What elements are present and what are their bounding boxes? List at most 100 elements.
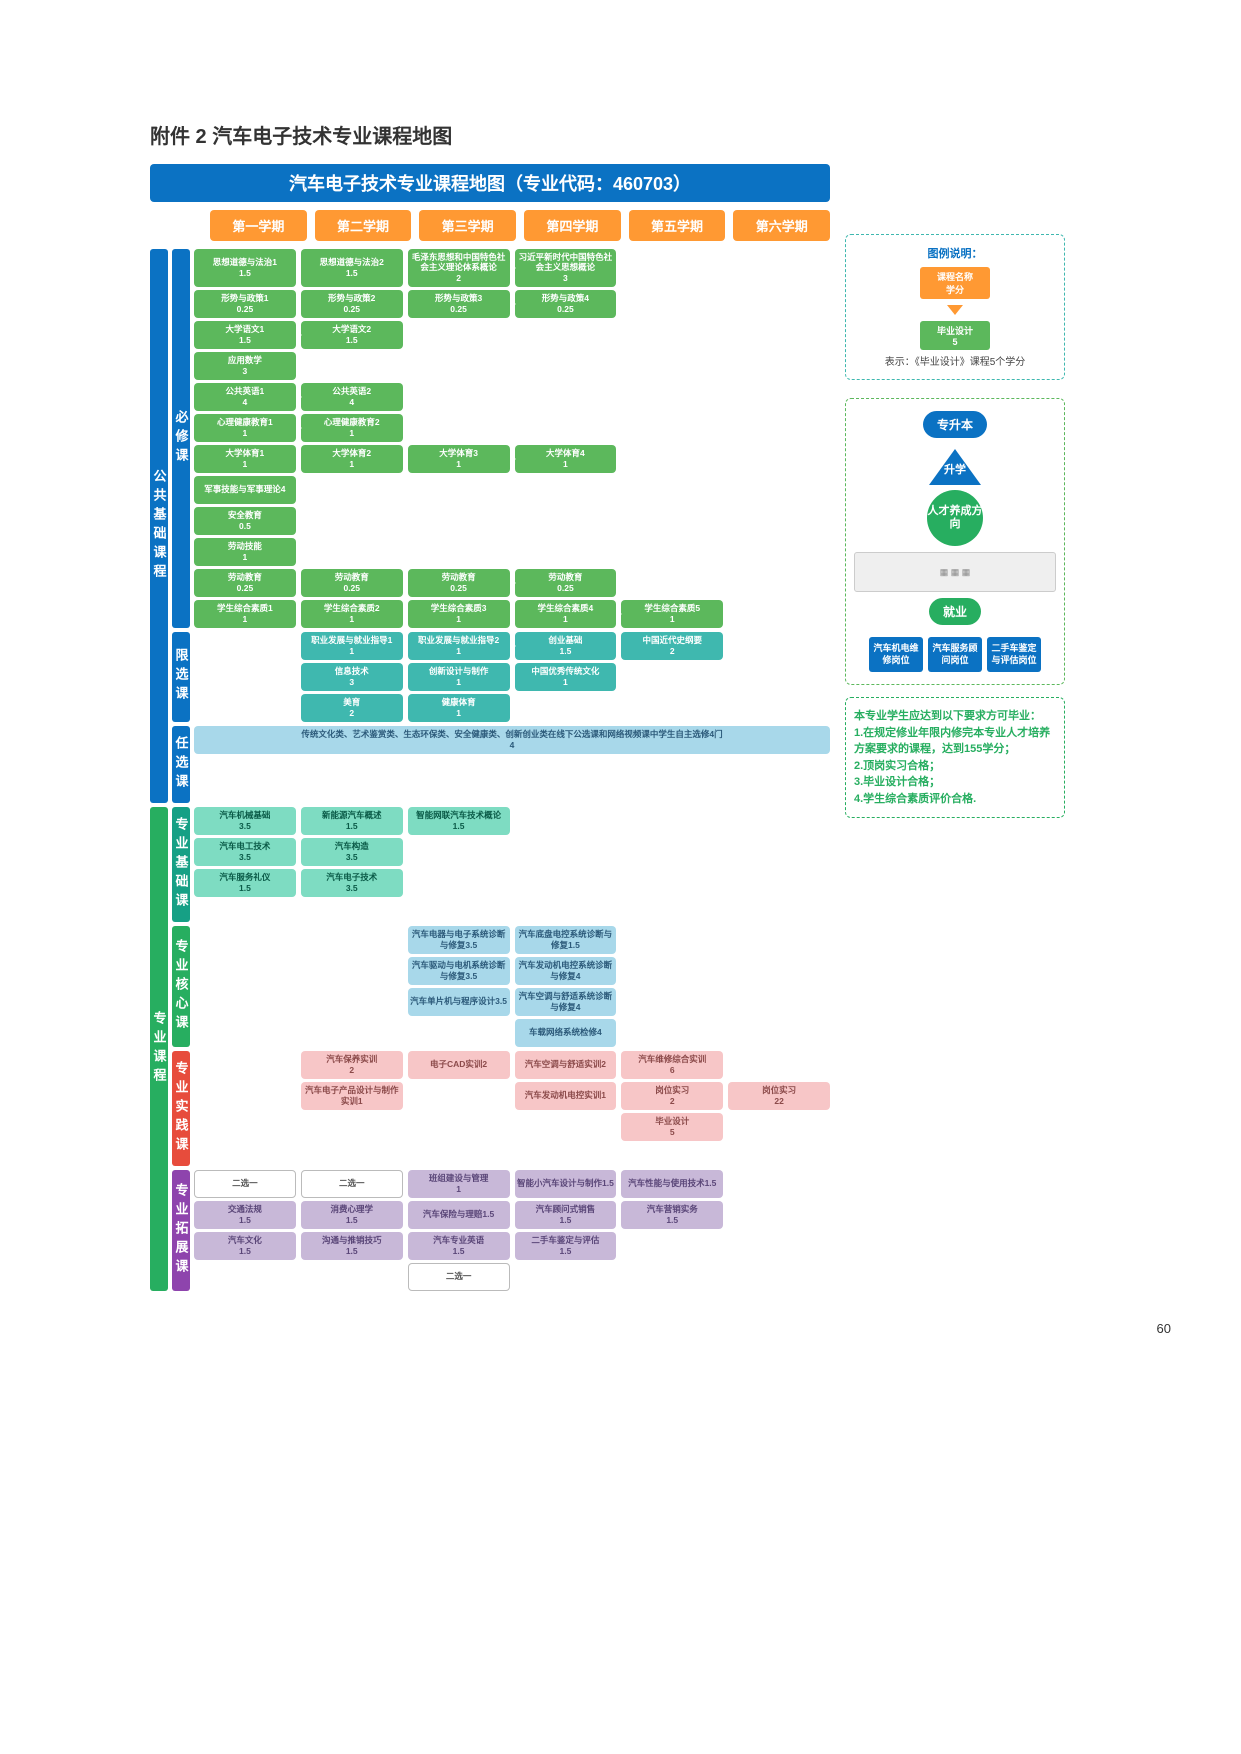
course-cell: 大学体育21: [301, 445, 403, 473]
semester-tab: 第五学期: [629, 210, 726, 241]
prof-basic-label: 专业基础课: [172, 807, 190, 922]
page-number: 60: [150, 1321, 1171, 1336]
legend-box: 图例说明： 课程名称学分 毕业设计5 表示：《毕业设计》课程5个学分: [845, 234, 1065, 380]
semester-tab: 第一学期: [210, 210, 307, 241]
course-cell: 大学体育41: [515, 445, 617, 473]
side-panel: 图例说明： 课程名称学分 毕业设计5 表示：《毕业设计》课程5个学分 专升本 升…: [845, 234, 1065, 818]
semester-tab: 第四学期: [524, 210, 621, 241]
course-cell: 岗位实习2: [621, 1082, 723, 1110]
req-title: 本专业学生应达到以下要求方可毕业：: [854, 708, 1056, 725]
course-cell: 学生综合素质51: [621, 600, 723, 628]
course-cell: 形势与政策10.25: [194, 290, 296, 318]
course-cell: 学生综合素质31: [408, 600, 510, 628]
course-cell: 汽车顾问式销售1.5: [515, 1201, 617, 1229]
course-cell: 应用数学3: [194, 352, 296, 380]
req-item: 1.在规定修业年限内修完本专业人才培养方案要求的课程，达到155学分；: [854, 725, 1056, 758]
prof-label: 专业课程: [150, 807, 168, 1291]
public-label: 公共基础课程: [150, 249, 168, 803]
course-cell: 中国近代史纲要2: [621, 632, 723, 660]
course-cell: 交通法规1.5: [194, 1201, 296, 1229]
course-cell: 劳动教育0.25: [194, 569, 296, 597]
course-cell: 大学体育31: [408, 445, 510, 473]
course-cell: 汽车服务礼仪1.5: [194, 869, 296, 897]
practice-label: 专业实践课: [172, 1051, 190, 1166]
course-cell: 汽车发动机电控系统诊断与修复4: [515, 957, 617, 985]
course-cell: 汽车电工技术3.5: [194, 838, 296, 866]
course-cell: 沟通与推销技巧1.5: [301, 1232, 403, 1260]
job-row: 汽车机电维修岗位汽车服务顾问岗位二手车鉴定与评估岗位: [854, 637, 1056, 672]
page-title: 附件 2 汽车电子技术专业课程地图: [150, 120, 1111, 149]
course-cell: 汽车保养实训2: [301, 1051, 403, 1079]
direction-circle: 人才养成方向: [927, 490, 983, 546]
course-cell: 汽车营销实务1.5: [621, 1201, 723, 1229]
required-label: 必修课: [172, 249, 190, 628]
course-cell: 学生综合素质41: [515, 600, 617, 628]
course-cell: 二选一: [301, 1170, 403, 1198]
course-cell: 汽车文化1.5: [194, 1232, 296, 1260]
req-item: 3.毕业设计合格；: [854, 774, 1056, 791]
path-box: 专升本 升学 人才养成方向 ▦ ▦ ▦ 就业 汽车机电维修岗位汽车服务顾问岗位二…: [845, 398, 1065, 685]
course-cell: 劳动教育0.25: [301, 569, 403, 597]
employ-graphic: ▦ ▦ ▦: [854, 552, 1056, 592]
course-cell: 汽车驱动与电机系统诊断与修复3.5: [408, 957, 510, 985]
req-item: 4.学生综合素质评价合格.: [854, 791, 1056, 808]
course-cell: 思想道德与法治21.5: [301, 249, 403, 287]
course-cell: 汽车性能与使用技术1.5: [621, 1170, 723, 1198]
course-cell: 职业发展与就业指导11: [301, 632, 403, 660]
course-cell: 智能小汽车设计与制作1.5: [515, 1170, 617, 1198]
course-cell: 汽车电子产品设计与制作实训1: [301, 1082, 403, 1110]
job-item: 二手车鉴定与评估岗位: [987, 637, 1041, 672]
requirements-box: 本专业学生应达到以下要求方可毕业： 1.在规定修业年限内修完本专业人才培养方案要…: [845, 697, 1065, 818]
professional-group: 专业课程 专业基础课 汽车机械基础3.5新能源汽车概述1.5智能网联汽车技术概论…: [150, 807, 830, 1291]
course-cell: 汽车空调与舒适实训2: [515, 1051, 617, 1079]
semester-row: 第一学期第二学期第三学期第四学期第五学期第六学期: [210, 210, 830, 241]
course-cell: 汽车维修综合实训6: [621, 1051, 723, 1079]
course-cell: 心理健康教育21: [301, 414, 403, 442]
req-item: 2.顶岗实习合格；: [854, 758, 1056, 775]
course-cell: 汽车构造3.5: [301, 838, 403, 866]
course-cell: 二选一: [194, 1170, 296, 1198]
course-cell: 毛泽东思想和中国特色社会主义理论体系概论2: [408, 249, 510, 287]
semester-tab: 第二学期: [315, 210, 412, 241]
limited-label: 限选课: [172, 632, 190, 722]
course-cell: 二手车鉴定与评估1.5: [515, 1232, 617, 1260]
course-cell: 消费心理学1.5: [301, 1201, 403, 1229]
up-arrow-icon: 升学: [929, 449, 981, 485]
job-item: 汽车服务顾问岗位: [928, 637, 982, 672]
course-cell: 心理健康教育11: [194, 414, 296, 442]
course-cell: 新能源汽车概述1.5: [301, 807, 403, 835]
course-cell: 汽车机械基础3.5: [194, 807, 296, 835]
legend-sample2: 毕业设计5: [920, 321, 990, 350]
course-cell: 电子CAD实训2: [408, 1051, 510, 1079]
public-group: 公共基础课程 必修课 思想道德与法治11.5思想道德与法治21.5毛泽东思想和中…: [150, 249, 830, 803]
course-cell: 汽车保险与理赔1.5: [408, 1201, 510, 1229]
course-cell: 劳动教育0.25: [515, 569, 617, 597]
course-cell: 学生综合素质11: [194, 600, 296, 628]
course-cell: 中国优秀传统文化1: [515, 663, 617, 691]
arrow-down-icon: [947, 305, 963, 315]
course-cell: 公共英语14: [194, 383, 296, 411]
course-cell: 形势与政策40.25: [515, 290, 617, 318]
course-cell: 思想道德与法治11.5: [194, 249, 296, 287]
optional-label: 任选课: [172, 726, 190, 803]
job-item: 汽车机电维修岗位: [869, 637, 923, 672]
course-cell: 健康体育1: [408, 694, 510, 722]
course-cell: 劳动技能1: [194, 538, 296, 566]
main-wrap: 汽车电子技术专业课程地图（专业代码：460703） 第一学期第二学期第三学期第四…: [150, 164, 1111, 1291]
course-cell: 智能网联汽车技术概论1.5: [408, 807, 510, 835]
course-cell: 学生综合素质21: [301, 600, 403, 628]
course-cell: 公共英语24: [301, 383, 403, 411]
course-cell: 美育2: [301, 694, 403, 722]
course-cell: 习近平新时代中国特色社会主义思想概论3: [515, 249, 617, 287]
course-cell: 车载网络系统检修4: [515, 1019, 617, 1047]
semester-tab: 第三学期: [419, 210, 516, 241]
course-cell: 大学体育11: [194, 445, 296, 473]
course-cell: 军事技能与军事理论4: [194, 476, 296, 504]
course-cell: 创新设计与制作1: [408, 663, 510, 691]
pill-top: 专升本: [923, 411, 987, 438]
course-cell: 汽车电器与电子系统诊断与修复3.5: [408, 926, 510, 954]
course-cell: 毕业设计5: [621, 1113, 723, 1141]
course-cell: 大学语文11.5: [194, 321, 296, 349]
course-cell: 大学语文21.5: [301, 321, 403, 349]
course-cell: 职业发展与就业指导21: [408, 632, 510, 660]
